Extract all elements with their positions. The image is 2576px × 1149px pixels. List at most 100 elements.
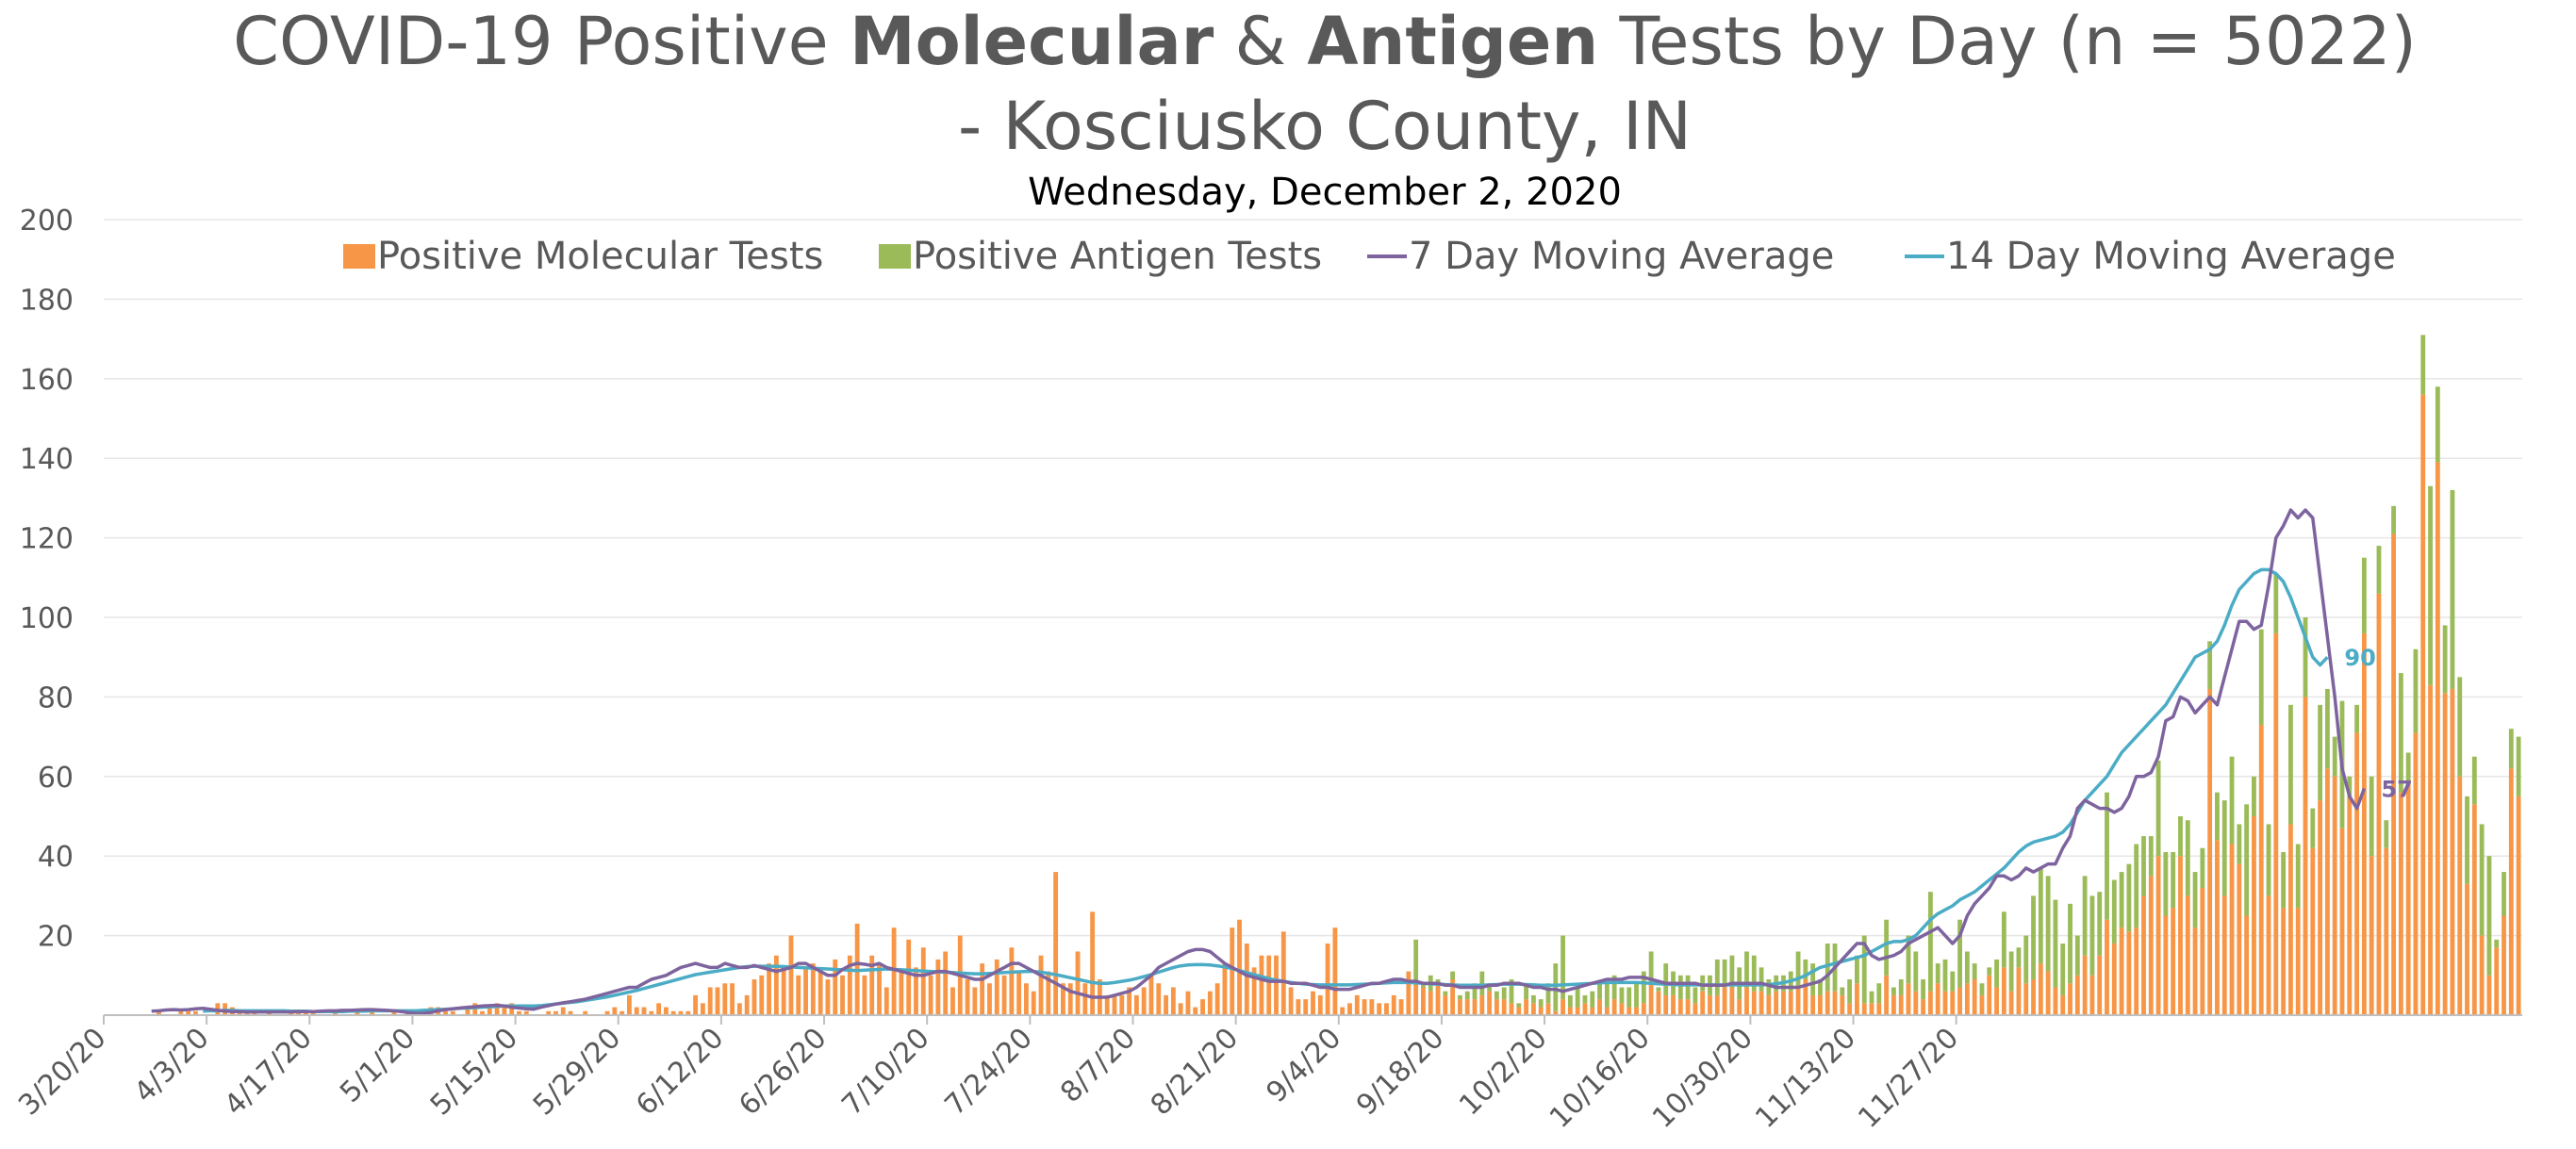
bar-antigen [2494, 939, 2500, 948]
bar-molecular [744, 994, 750, 1015]
bar-molecular [1185, 991, 1191, 1015]
bar-antigen [1987, 967, 1992, 976]
bar-molecular [840, 975, 845, 1015]
bar-antigen [1582, 994, 1588, 1004]
bar-molecular [1280, 931, 1286, 1015]
bar-antigen [2244, 804, 2250, 916]
y-tick-label: 140 [20, 443, 74, 476]
bar-molecular [1788, 991, 1793, 1015]
bar-molecular [1619, 1003, 1625, 1015]
bar-molecular [2244, 915, 2250, 1015]
bar-antigen [1685, 975, 1691, 1000]
bar-antigen [2384, 820, 2389, 848]
bar-molecular [494, 1003, 500, 1015]
bar-molecular [1810, 994, 1816, 1015]
bar-molecular [1458, 999, 1462, 1015]
bar-molecular [1744, 987, 1749, 1015]
bar-molecular [2318, 800, 2323, 1015]
legend-label-molecular: Positive Molecular Tests [377, 235, 823, 278]
legend: Positive Molecular Tests Positive Antige… [343, 235, 2396, 278]
bar-antigen [1729, 955, 1735, 988]
bar-antigen [2016, 947, 2022, 968]
bar-molecular [1597, 999, 1602, 1015]
bar-molecular [1861, 1003, 1867, 1015]
bar-molecular [788, 935, 794, 1015]
bar-molecular [1759, 991, 1764, 1015]
bar-molecular [700, 1003, 705, 1015]
bar-molecular [1406, 971, 1412, 1015]
bar-molecular [935, 959, 941, 1015]
bar-antigen [2045, 876, 2051, 972]
bar-molecular [1443, 994, 1448, 1015]
line-7-day-average [151, 508, 2367, 1016]
bar-molecular [891, 927, 897, 1015]
bar-molecular [1964, 983, 1970, 1015]
bar-molecular [2361, 632, 2367, 1015]
bar-molecular [1876, 1003, 1882, 1015]
bar-molecular [810, 963, 816, 1015]
bar-antigen [2192, 872, 2198, 928]
bar-antigen [1803, 959, 1808, 980]
legend-swatch-molecular [343, 244, 375, 269]
bar-antigen [2111, 879, 2117, 944]
bar-molecular [1700, 991, 1706, 1015]
bar-antigen [2369, 776, 2374, 857]
bar-antigen [1575, 987, 1580, 1008]
bar-molecular [1244, 944, 1249, 1015]
bar-molecular [2163, 915, 2169, 1015]
bar-molecular [2258, 724, 2264, 1015]
bar-molecular [2148, 876, 2154, 1015]
bar-molecular [1840, 994, 1845, 1015]
bar-molecular [1266, 955, 1272, 1015]
bar-molecular [1604, 1007, 1610, 1015]
bar-molecular [560, 1007, 566, 1015]
bar-molecular [2376, 593, 2382, 1015]
bar-molecular [1082, 983, 1088, 1015]
bar-antigen [2105, 792, 2109, 920]
bar-molecular [2200, 887, 2205, 1015]
bar-antigen [2023, 935, 2029, 984]
bar-molecular [781, 967, 786, 1015]
bar-molecular [443, 1010, 448, 1015]
bar-antigen [2303, 617, 2308, 698]
bar-molecular [1237, 919, 1242, 1015]
bar-antigen [2221, 800, 2227, 896]
bar-antigen [2287, 704, 2293, 825]
y-axis: 20 40 60 80 100 120 140 160 180 200 [20, 205, 74, 954]
bar-molecular [722, 983, 728, 1015]
bar-antigen [2405, 752, 2411, 785]
bar-antigen [1942, 959, 1948, 992]
bar-molecular [2111, 944, 2117, 1015]
chart-subtitle: Wednesday, December 2, 2020 [1028, 171, 1622, 214]
bar-antigen [1450, 971, 1456, 980]
bar-antigen [1751, 955, 1757, 992]
bar-molecular [2413, 732, 2419, 1015]
bar-antigen [2178, 816, 2183, 857]
bar-antigen [2008, 951, 2014, 992]
title-part: & [1214, 3, 1307, 80]
bar-antigen [1458, 994, 1462, 1000]
bar-antigen [1979, 983, 1985, 995]
bar-molecular [1972, 979, 1977, 1015]
legend-item-molecular: Positive Molecular Tests [343, 235, 823, 278]
bar-antigen [1855, 955, 1859, 984]
bar-molecular [1053, 872, 1059, 1015]
bar-molecular [2465, 883, 2469, 1015]
bar-molecular [480, 1010, 485, 1015]
bar-molecular [2266, 895, 2271, 1015]
bar-antigen [1530, 994, 1536, 1004]
bar-molecular [641, 1007, 647, 1015]
legend-item-antigen: Positive Antigen Tests [879, 235, 1322, 278]
bar-molecular [1112, 994, 1117, 1015]
bar-molecular [1090, 911, 1096, 1015]
bar-antigen [1472, 983, 1478, 1000]
bar-antigen [1994, 959, 1999, 988]
bar-molecular [2324, 768, 2330, 1015]
bar-molecular [627, 994, 632, 1015]
bar-antigen [1927, 892, 1933, 992]
bar-molecular [1693, 1003, 1698, 1015]
bar-molecular [693, 994, 699, 1015]
bar-molecular [2023, 983, 2029, 1015]
bar-molecular [178, 1010, 184, 1015]
bar-molecular [1119, 994, 1125, 1015]
